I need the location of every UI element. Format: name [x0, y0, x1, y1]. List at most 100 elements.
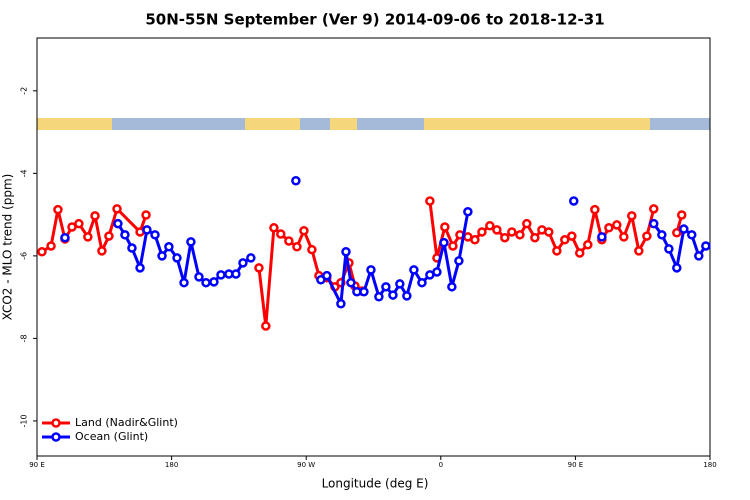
data-point	[544, 227, 554, 237]
data-point	[322, 270, 332, 281]
data-point	[269, 223, 279, 233]
data-point	[440, 222, 450, 232]
data-point	[112, 204, 122, 214]
x-tick-label: 90 E	[29, 461, 45, 469]
data-point	[447, 282, 457, 292]
x-tick-label: 90 E	[568, 461, 584, 469]
x-tick-label: 0	[439, 461, 443, 469]
data-point	[209, 277, 219, 287]
data-point	[679, 224, 689, 234]
data-point	[649, 218, 659, 229]
legend-marker	[51, 432, 61, 442]
data-point	[567, 231, 577, 241]
data-point	[60, 232, 70, 243]
x-axis-label: Longitude (deg E)	[322, 477, 429, 491]
data-point	[402, 291, 412, 301]
data-point	[612, 220, 622, 230]
data-point	[500, 232, 510, 243]
data-point	[299, 225, 309, 236]
data-point	[477, 227, 487, 237]
data-point	[530, 232, 540, 243]
chart-title: 50N-55N September (Ver 9) 2014-09-06 to …	[145, 11, 604, 29]
data-point	[97, 246, 107, 256]
data-point	[619, 232, 629, 242]
data-point	[74, 218, 84, 229]
data-point	[454, 256, 464, 266]
data-point	[687, 230, 697, 240]
data-point	[590, 204, 600, 215]
data-point	[186, 237, 196, 247]
data-point	[604, 223, 614, 233]
data-point	[676, 210, 687, 220]
data-point	[552, 246, 562, 256]
x-tick-label: 180	[165, 461, 178, 469]
data-point	[597, 232, 607, 242]
data-point	[485, 220, 495, 231]
data-point	[448, 241, 458, 251]
data-point	[53, 204, 63, 215]
legend-label: Ocean (Glint)	[75, 430, 148, 443]
data-point	[574, 248, 585, 258]
data-point	[470, 235, 480, 245]
data-point	[507, 227, 517, 237]
data-point	[492, 225, 502, 235]
data-point	[657, 230, 667, 240]
data-point	[583, 239, 593, 250]
data-point	[346, 277, 356, 288]
y-tick-label: -8	[20, 334, 29, 342]
ocean-strip	[112, 118, 245, 130]
data-point	[642, 231, 652, 241]
data-point	[381, 282, 391, 292]
data-point	[104, 231, 114, 241]
data-point	[316, 275, 326, 285]
data-point	[172, 253, 182, 263]
data-point	[522, 218, 532, 229]
data-point	[201, 277, 211, 288]
data-point	[439, 237, 449, 248]
data-point	[366, 265, 376, 275]
data-point	[231, 269, 241, 279]
data-point	[664, 244, 674, 254]
data-point	[216, 270, 226, 280]
data-point	[291, 176, 301, 186]
data-point	[179, 277, 189, 288]
data-point	[164, 242, 174, 252]
data-point	[254, 263, 264, 273]
data-point	[515, 230, 525, 240]
y-tick-label: -6	[20, 252, 29, 260]
data-point	[141, 210, 151, 220]
y-tick-label: -2	[20, 87, 29, 95]
data-point	[307, 244, 317, 255]
data-point	[83, 232, 93, 242]
data-point	[634, 246, 644, 256]
ocean-strip	[357, 118, 424, 130]
y-tick-label: -10	[20, 414, 29, 427]
data-point	[409, 265, 419, 275]
data-point	[246, 253, 256, 263]
data-point	[672, 228, 682, 238]
data-point	[276, 229, 286, 239]
data-point	[388, 290, 398, 300]
legend-label: Land (Nadir&Glint)	[75, 416, 178, 429]
data-point	[560, 235, 570, 245]
data-point	[120, 230, 130, 240]
data-point	[142, 225, 152, 235]
data-point	[90, 211, 100, 221]
data-point	[113, 218, 123, 229]
data-point	[425, 196, 435, 206]
y-axis-label: XCO2 - MLO trend (ppm)	[1, 174, 15, 321]
data-point	[238, 258, 248, 268]
ocean-strip	[650, 118, 710, 130]
data-point	[569, 196, 579, 206]
data-point	[292, 242, 302, 252]
data-point	[46, 241, 56, 251]
data-point	[336, 298, 346, 309]
data-point	[649, 204, 659, 214]
data-point	[374, 291, 384, 302]
ocean-strip	[300, 118, 330, 130]
data-point	[432, 267, 442, 277]
x-tick-label: 90 W	[297, 461, 315, 469]
data-point	[284, 236, 294, 246]
data-point	[627, 211, 637, 221]
